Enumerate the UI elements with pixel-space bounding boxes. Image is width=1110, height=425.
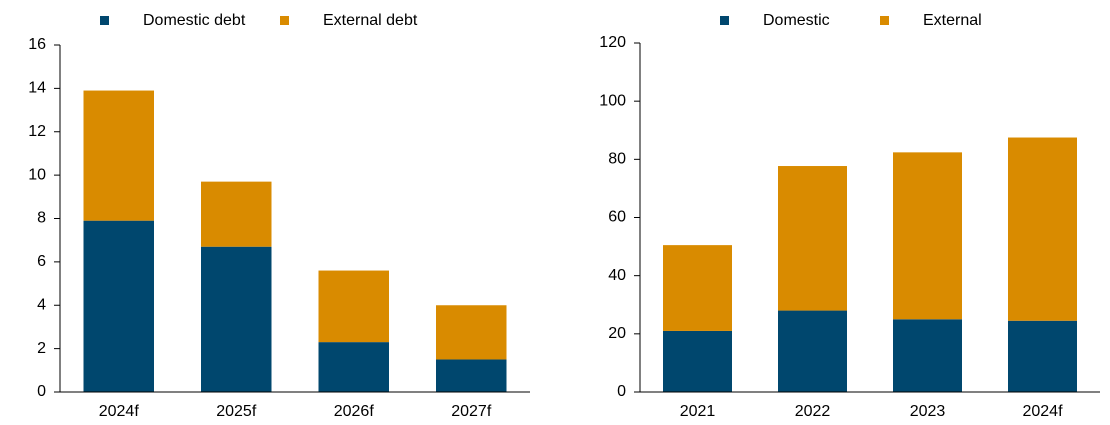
legend-swatch (100, 16, 109, 25)
legend-swatch (880, 16, 889, 25)
x-tick-label: 2022 (795, 403, 831, 420)
legend-swatch (720, 16, 729, 25)
bar (778, 166, 847, 311)
x-tick-label: 2024f (1022, 403, 1063, 420)
y-tick-label: 60 (608, 209, 626, 226)
x-tick-label: 2025f (216, 403, 257, 420)
bar (436, 359, 507, 392)
bar (1008, 137, 1077, 321)
y-tick-label: 80 (608, 151, 626, 168)
y-tick-label: 10 (28, 166, 46, 183)
bar (1008, 320, 1077, 392)
bar (893, 152, 962, 320)
y-tick-label: 2 (37, 340, 46, 357)
y-tick-label: 16 (28, 36, 46, 53)
bar (436, 305, 507, 360)
bar (318, 270, 389, 343)
bar (83, 220, 154, 392)
x-tick-label: 2023 (910, 403, 946, 420)
x-tick-label: 2024f (99, 403, 140, 420)
bar (318, 342, 389, 392)
y-tick-label: 12 (28, 123, 46, 140)
legend-label: Domestic (763, 12, 830, 29)
x-tick-label: 2027f (451, 403, 492, 420)
bar (778, 310, 847, 392)
legend-label: External debt (323, 12, 418, 29)
bar (663, 245, 732, 331)
y-tick-label: 6 (37, 253, 46, 270)
y-tick-label: 120 (599, 34, 626, 51)
x-tick-label: 2021 (680, 403, 716, 420)
bar (201, 246, 272, 392)
y-tick-label: 100 (599, 92, 626, 109)
y-tick-label: 0 (37, 383, 46, 400)
bar (201, 181, 272, 247)
legend-label: External (923, 12, 982, 29)
y-tick-label: 14 (28, 80, 46, 97)
y-tick-label: 40 (608, 267, 626, 284)
x-tick-label: 2026f (334, 403, 375, 420)
legend-swatch (280, 16, 289, 25)
y-tick-label: 4 (37, 296, 46, 313)
legend-label: Domestic debt (143, 12, 246, 29)
bar (663, 330, 732, 392)
y-tick-label: 0 (617, 383, 626, 400)
bar (893, 319, 962, 392)
y-tick-label: 20 (608, 325, 626, 342)
bar (83, 90, 154, 221)
y-tick-label: 8 (37, 210, 46, 227)
